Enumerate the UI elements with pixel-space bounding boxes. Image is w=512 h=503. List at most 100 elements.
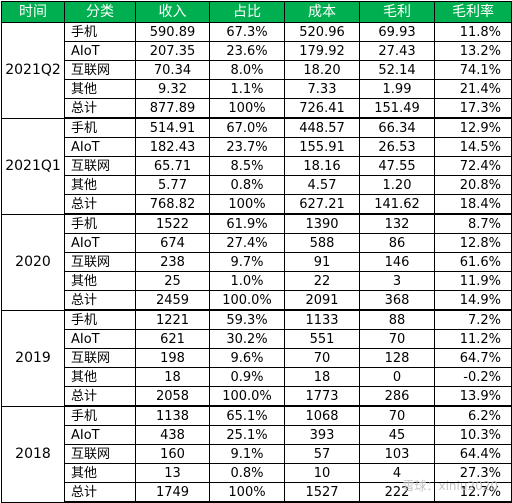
cost-cell: 155.91 <box>284 137 360 157</box>
table-row: AIoT 207.35 23.6% 179.92 27.43 13.2% <box>2 41 512 61</box>
revenue-cell: 621 <box>135 329 210 349</box>
category-cell: 总计 <box>64 194 136 215</box>
period-cell: 2020 <box>1 213 65 311</box>
table-row: 2019 手机 1221 59.3% 1133 88 7.2% <box>1 309 512 407</box>
table-row: 其他 5.77 0.8% 4.57 1.20 20.8% <box>2 175 512 195</box>
gross-profit-cell: 52.14 <box>359 60 435 80</box>
revenue-cell: 18 <box>135 367 210 387</box>
cost-cell: 2091 <box>284 290 360 311</box>
category-cell: 其他 <box>64 463 136 483</box>
share-cell: 0.8% <box>209 175 285 195</box>
gross-margin-cell: 17.3% <box>434 98 512 119</box>
gross-margin-cell: 64.4% <box>434 444 512 464</box>
table-row: 总计 2058 100.0% 1773 286 13.9% <box>2 386 512 407</box>
gross-profit-cell: 368 <box>359 290 435 311</box>
header-gross-profit: 毛利 <box>359 1 435 23</box>
header-row: 时间 分类 收入 占比 成本 毛利 毛利率 <box>1 1 512 23</box>
cost-cell: 1527 <box>284 482 360 503</box>
table-row: 总计 2459 100.0% 2091 368 14.9% <box>2 290 512 311</box>
table-row: 互联网 198 9.6% 70 128 64.7% <box>2 348 512 368</box>
table-row: 总计 1749 100% 1527 222 12.7% <box>2 482 512 503</box>
gross-margin-cell: 14.9% <box>434 290 512 311</box>
category-cell: 总计 <box>64 290 136 311</box>
gross-margin-cell: 10.3% <box>434 425 512 445</box>
share-cell: 100% <box>209 194 285 215</box>
gross-profit-cell: 132 <box>359 213 435 234</box>
cost-cell: 1068 <box>284 405 360 426</box>
revenue-cell: 182.43 <box>135 137 210 157</box>
table-row: 总计 877.89 100% 726.41 151.49 17.3% <box>2 98 512 119</box>
category-cell: 互联网 <box>64 444 136 464</box>
revenue-cell: 207.35 <box>135 41 210 61</box>
gross-margin-cell: 21.4% <box>434 79 512 99</box>
category-cell: 手机 <box>64 405 136 426</box>
gross-profit-cell: 47.55 <box>359 156 435 176</box>
revenue-cell: 13 <box>135 463 210 483</box>
share-cell: 25.1% <box>209 425 285 445</box>
cost-cell: 18 <box>284 367 360 387</box>
cost-cell: 1390 <box>284 213 360 234</box>
share-cell: 67.3% <box>209 22 285 42</box>
revenue-cell: 70.34 <box>135 60 210 80</box>
table-header: 时间 分类 收入 占比 成本 毛利 毛利率 <box>1 1 512 23</box>
share-cell: 59.3% <box>209 309 285 330</box>
category-cell: 手机 <box>64 213 136 234</box>
gross-margin-cell: 14.5% <box>434 137 512 157</box>
gross-profit-cell: 1.20 <box>359 175 435 195</box>
gross-margin-cell: -0.2% <box>434 367 512 387</box>
cost-cell: 7.33 <box>284 79 360 99</box>
table-row: 互联网 160 9.1% 57 103 64.4% <box>2 444 512 464</box>
cost-cell: 10 <box>284 463 360 483</box>
table-row: AIoT 438 25.1% 393 45 10.3% <box>2 425 512 445</box>
revenue-cell: 590.89 <box>135 22 210 42</box>
gross-margin-cell: 13.2% <box>434 41 512 61</box>
revenue-cell: 1749 <box>135 482 210 503</box>
gross-profit-cell: 88 <box>359 309 435 330</box>
gross-margin-cell: 8.7% <box>434 213 512 234</box>
revenue-cell: 1138 <box>135 405 210 426</box>
gross-margin-cell: 20.8% <box>434 175 512 195</box>
category-cell: AIoT <box>64 233 136 253</box>
table-row: 其他 18 0.9% 18 0 -0.2% <box>2 367 512 387</box>
category-cell: 手机 <box>64 117 136 138</box>
share-cell: 27.4% <box>209 233 285 253</box>
category-cell: AIoT <box>64 137 136 157</box>
share-cell: 67.0% <box>209 117 285 138</box>
gross-profit-cell: 26.53 <box>359 137 435 157</box>
share-cell: 9.1% <box>209 444 285 464</box>
period-cell: 2019 <box>1 309 65 407</box>
share-cell: 23.7% <box>209 137 285 157</box>
gross-profit-cell: 103 <box>359 444 435 464</box>
category-cell: 总计 <box>64 98 136 119</box>
cost-cell: 91 <box>284 252 360 272</box>
revenue-cell: 1221 <box>135 309 210 330</box>
gross-margin-cell: 11.8% <box>434 22 512 42</box>
category-cell: 总计 <box>64 386 136 407</box>
cost-cell: 57 <box>284 444 360 464</box>
table-row: AIoT 182.43 23.7% 155.91 26.53 14.5% <box>2 137 512 157</box>
table-body: 2021Q2 手机 590.89 67.3% 520.96 69.93 11.8% AIoT 2… <box>1 22 512 503</box>
revenue-cell: 160 <box>135 444 210 464</box>
share-cell: 100% <box>209 482 285 503</box>
table-row: 互联网 65.71 8.5% 18.16 47.55 72.4% <box>2 156 512 176</box>
category-cell: 互联网 <box>64 252 136 272</box>
share-cell: 100.0% <box>209 386 285 407</box>
gross-profit-cell: 146 <box>359 252 435 272</box>
gross-profit-cell: 70 <box>359 405 435 426</box>
revenue-cell: 2058 <box>135 386 210 407</box>
period-cell: 2018 <box>1 405 65 503</box>
table-row: 其他 25 1.0% 22 3 11.9% <box>2 271 512 291</box>
category-cell: 互联网 <box>64 60 136 80</box>
cost-cell: 1773 <box>284 386 360 407</box>
gross-profit-cell: 69.93 <box>359 22 435 42</box>
gross-profit-cell: 4 <box>359 463 435 483</box>
revenue-cell: 2459 <box>135 290 210 311</box>
share-cell: 61.9% <box>209 213 285 234</box>
gross-profit-cell: 0 <box>359 367 435 387</box>
gross-profit-cell: 128 <box>359 348 435 368</box>
category-cell: AIoT <box>64 329 136 349</box>
cost-cell: 627.21 <box>284 194 360 215</box>
table-row: 2021Q2 手机 590.89 67.3% 520.96 69.93 11.8% <box>1 22 512 119</box>
header-share: 占比 <box>209 1 285 23</box>
revenue-cell: 877.89 <box>135 98 210 119</box>
